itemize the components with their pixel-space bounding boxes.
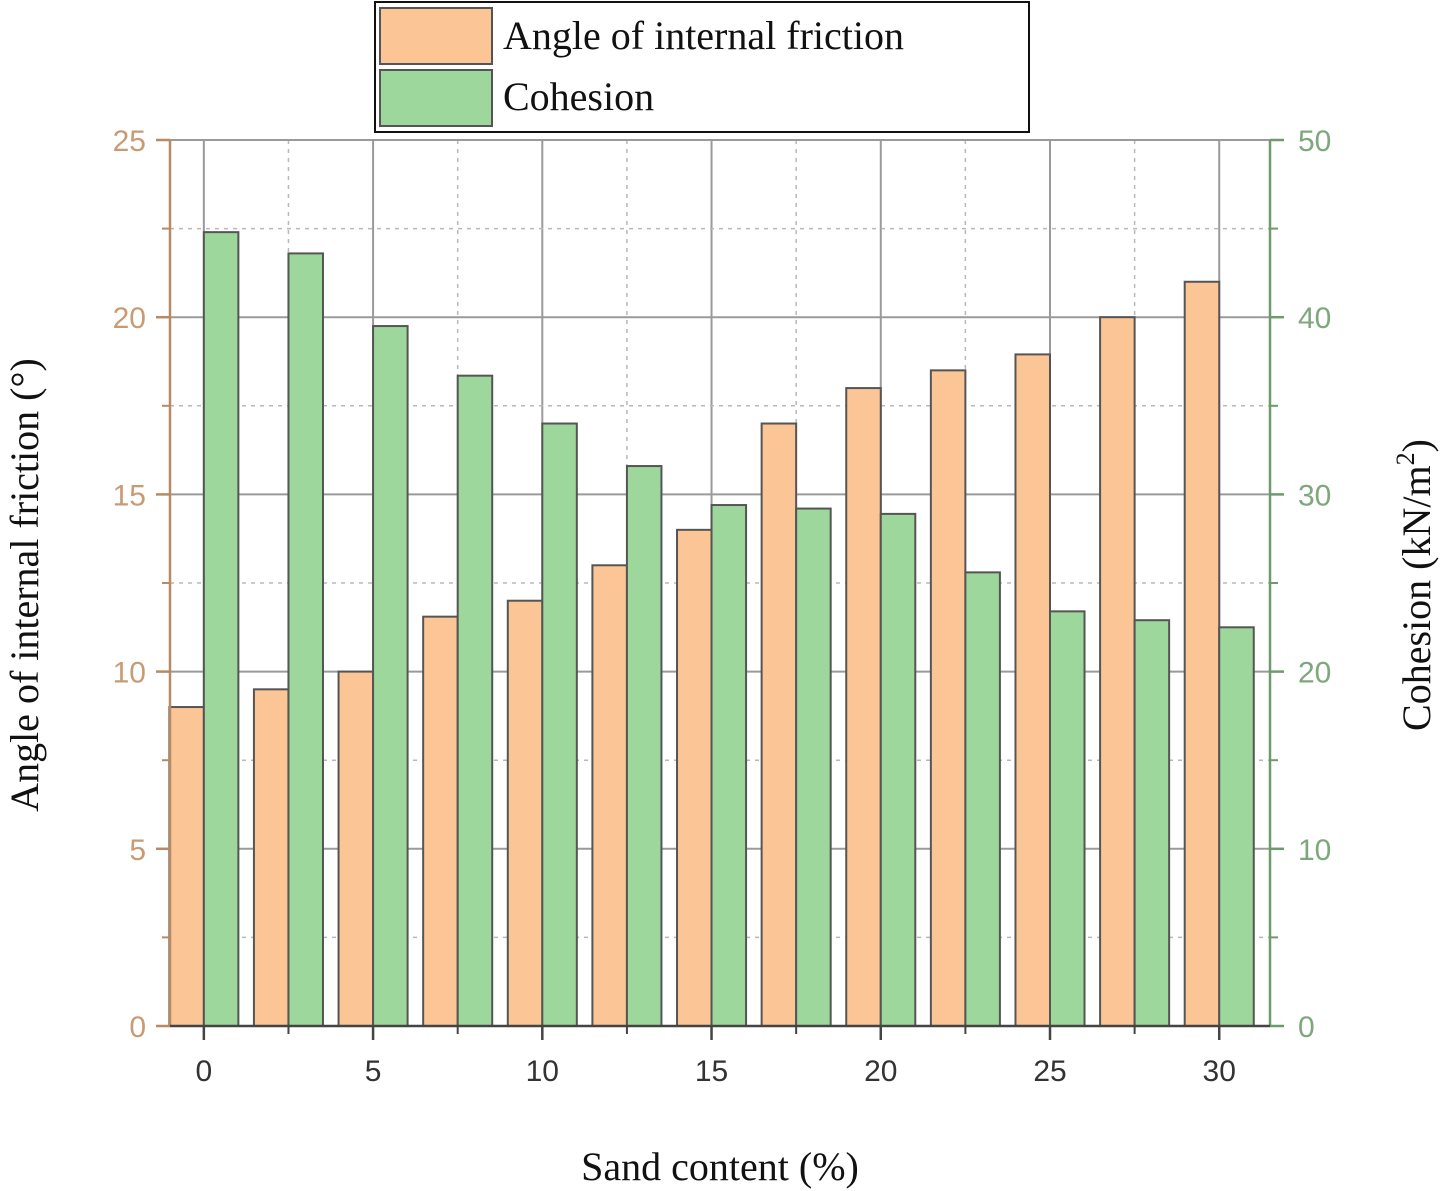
left-tick-label: 15 [113,479,146,512]
right-tick-label: 10 [1298,834,1331,867]
left-tick-label: 25 [113,125,146,158]
legend-label-cohesion: Cohesion [503,74,654,119]
bar-cohesion [1049,610,1086,1027]
bar-angle-of-internal-friction [422,615,459,1028]
bar-cohesion [456,374,494,1027]
right-axis-title-superscript: 2 [1391,452,1420,465]
bar-angle-of-internal-friction [676,528,713,1028]
bottom-tick-label: 0 [196,1055,213,1088]
bar-angle-of-internal-friction [252,688,290,1027]
bar-cohesion [625,465,663,1028]
x-axis-title: Sand content (%) [581,1144,859,1189]
bar-angle-of-internal-friction [506,599,544,1027]
bottom-tick-label: 10 [526,1055,559,1088]
bar-cohesion [964,571,1001,1027]
right-tick-label: 0 [1298,1011,1315,1044]
bar-cohesion [202,231,240,1028]
bottom-tick-label: 5 [365,1055,382,1088]
bar-cohesion [541,422,578,1027]
right-tick-label: 40 [1298,302,1331,335]
left-tick-label: 5 [129,834,146,867]
left-tick-label: 10 [113,657,146,690]
right-tick-label: 20 [1298,657,1331,690]
bottom-tick-label: 20 [864,1055,897,1088]
right-axis-title: Cohesion (kN/m2) [1391,439,1439,731]
bar-angle-of-internal-friction [168,706,205,1027]
right-axis-title-close: ) [1394,439,1439,452]
bar-angle-of-internal-friction [1099,316,1136,1027]
bar-angle-of-internal-friction [845,387,882,1027]
bar-cohesion [1218,626,1255,1027]
bar-cohesion [710,504,748,1028]
bars [168,231,1255,1028]
bar-cohesion [287,252,324,1027]
tick-labels: 0 5 10 15 20 25 0 10 20 30 40 50 0 5 10 15 20 25 30 [113,125,1332,1088]
legend-swatch-cohesion [379,69,493,127]
legend: Angle of internal friction Cohesion [374,1,1030,133]
left-tick-label: 0 [129,1011,146,1044]
right-axis-title-main: Cohesion (kN/m [1394,465,1439,731]
bottom-tick-label: 15 [695,1055,728,1088]
bottom-tick-label: 30 [1203,1055,1236,1088]
bar-angle-of-internal-friction [1183,280,1221,1027]
bar-cohesion [795,507,832,1027]
bar-angle-of-internal-friction [929,369,967,1027]
axes [156,138,1284,1040]
legend-label-friction: Angle of internal friction [503,13,904,58]
left-axis-title: Angle of internal friction (°) [2,358,47,812]
bar-angle-of-internal-friction [591,564,628,1028]
bar-angle-of-internal-friction [760,422,798,1027]
bottom-tick-label: 25 [1033,1055,1066,1088]
bar-angle-of-internal-friction [1014,353,1052,1027]
bar-angle-of-internal-friction [337,670,375,1027]
right-tick-label: 50 [1298,125,1331,158]
bar-cohesion [1133,619,1171,1027]
left-tick-label: 20 [113,302,146,335]
legend-swatch-friction [379,7,493,65]
bar-cohesion [372,325,409,1027]
right-tick-label: 30 [1298,479,1331,512]
bar-cohesion [879,512,917,1027]
